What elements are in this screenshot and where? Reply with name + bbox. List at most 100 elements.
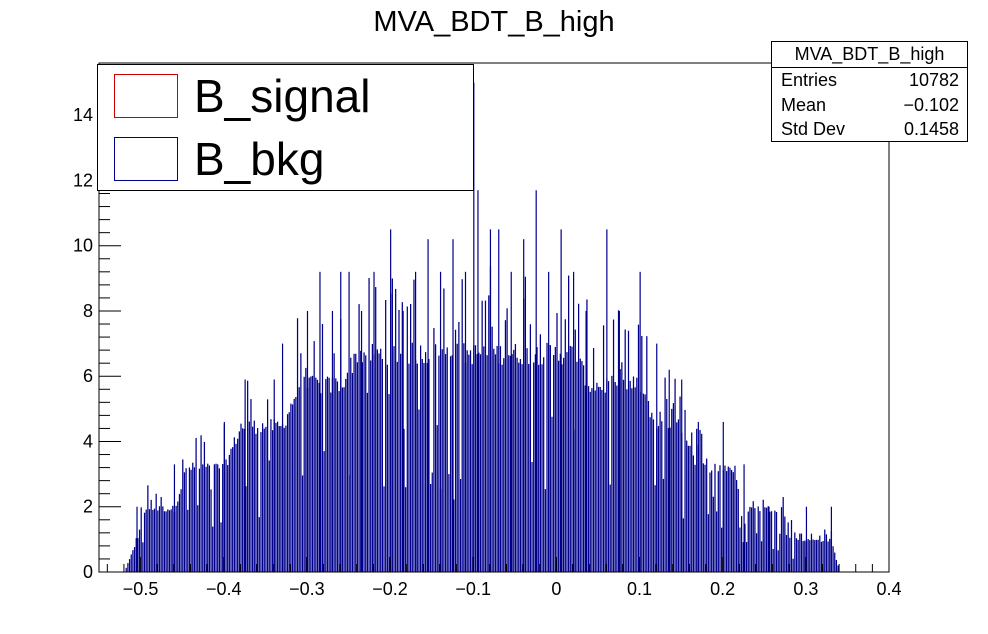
bkg-bars <box>125 82 839 572</box>
bkg-bar <box>232 447 234 572</box>
bkg-bar <box>599 386 601 572</box>
bkg-bar <box>657 425 660 572</box>
bkg-bar <box>167 509 169 572</box>
stats-row-stddev: Std Dev 0.1458 <box>772 117 967 142</box>
bkg-bar <box>712 496 714 572</box>
bkg-bar <box>491 326 493 572</box>
bkg-spike <box>668 369 670 572</box>
bkg-bar <box>198 468 201 572</box>
bkg-bar <box>809 540 811 572</box>
bkg-bar <box>356 362 359 572</box>
bkg-bar <box>804 540 806 572</box>
bkg-bar <box>621 362 623 572</box>
bkg-bar <box>528 363 530 572</box>
bkg-bar <box>637 324 640 572</box>
bkg-bar <box>717 471 719 572</box>
bkg-bar <box>406 306 408 572</box>
bkg-bar <box>538 364 540 572</box>
bkg-bar <box>609 484 611 572</box>
bkg-bar <box>494 354 497 572</box>
bkg-bar <box>711 470 713 572</box>
bkg-bar <box>208 465 211 572</box>
bkg-bar <box>187 509 189 572</box>
bkg-bar <box>750 507 753 572</box>
bkg-bar <box>318 382 320 572</box>
bkg-bar <box>654 485 656 572</box>
bkg-bar <box>368 278 370 572</box>
bkg-spike <box>273 379 275 572</box>
bkg-bar <box>228 454 230 572</box>
bkg-spike <box>223 421 225 572</box>
bkg-bar <box>642 393 645 572</box>
bkg-bar <box>686 440 688 572</box>
bkg-bar <box>775 511 778 572</box>
bkg-bar <box>172 505 174 572</box>
bkg-bar <box>799 533 801 572</box>
bkg-bar <box>468 354 470 572</box>
bkg-spike <box>473 82 475 572</box>
bkg-bar <box>539 334 541 572</box>
bkg-bar <box>145 509 147 572</box>
bkg-bar <box>453 499 455 572</box>
bkg-bar <box>195 437 197 572</box>
stats-row-mean: Mean −0.102 <box>772 93 967 118</box>
bkg-bar <box>617 310 620 572</box>
bkg-bar <box>544 489 546 572</box>
bkg-bar <box>702 463 704 572</box>
bkg-bar <box>233 437 235 572</box>
bkg-bar <box>800 533 803 572</box>
bkg-bar <box>622 379 625 572</box>
bkg-bar <box>257 428 259 572</box>
bkg-bar <box>355 353 357 572</box>
bkg-bar <box>393 346 395 572</box>
bkg-bar <box>210 489 212 572</box>
bkg-bar <box>376 349 378 572</box>
bkg-bar <box>265 426 267 572</box>
bkg-bar <box>832 546 834 572</box>
bkg-bar <box>423 362 425 572</box>
bkg-bar <box>474 345 477 572</box>
bkg-bar <box>248 421 250 572</box>
bkg-bar <box>647 401 650 572</box>
bkg-bar <box>496 345 498 572</box>
bkg-bar <box>153 508 156 572</box>
stats-title: MVA_BDT_B_high <box>772 42 967 68</box>
bkg-bar <box>692 455 694 572</box>
bkg-bar <box>333 353 335 572</box>
bkg-bar <box>391 278 393 572</box>
bkg-bar <box>295 396 297 572</box>
bkg-bar <box>614 382 616 572</box>
bkg-bar <box>378 353 380 572</box>
bkg-bar <box>707 514 709 572</box>
bkg-bar <box>699 429 701 572</box>
bkg-bar <box>666 398 668 572</box>
bkg-bar <box>268 460 270 572</box>
bkg-bar <box>674 378 676 572</box>
legend-label-signal: B_signal <box>194 70 371 122</box>
bkg-bar <box>449 356 452 572</box>
bkg-bar <box>752 501 754 572</box>
bkg-bar <box>205 466 207 572</box>
bkg-bar <box>197 505 199 572</box>
chart-title: MVA_BDT_B_high <box>373 6 614 38</box>
bkg-bar <box>757 506 759 572</box>
bkg-bar <box>410 303 412 572</box>
bkg-bar <box>290 403 292 572</box>
bkg-bar <box>795 538 798 572</box>
bkg-bar <box>130 554 132 572</box>
y-tick-label: 8 <box>83 301 93 321</box>
bkg-bar <box>250 399 252 572</box>
bkg-bar <box>150 499 152 572</box>
bkg-bar <box>278 426 280 572</box>
bkg-bar <box>288 412 290 572</box>
x-tick-label: 0.3 <box>793 579 818 599</box>
bkg-bar <box>170 509 172 572</box>
bkg-bar <box>375 287 377 572</box>
bkg-spike <box>768 506 770 572</box>
bkg-bar <box>365 355 367 572</box>
bkg-bar <box>370 360 372 572</box>
bkg-bar <box>310 376 312 572</box>
bkg-bar <box>316 379 319 572</box>
bkg-bar <box>554 347 556 572</box>
bkg-bar <box>383 486 385 572</box>
